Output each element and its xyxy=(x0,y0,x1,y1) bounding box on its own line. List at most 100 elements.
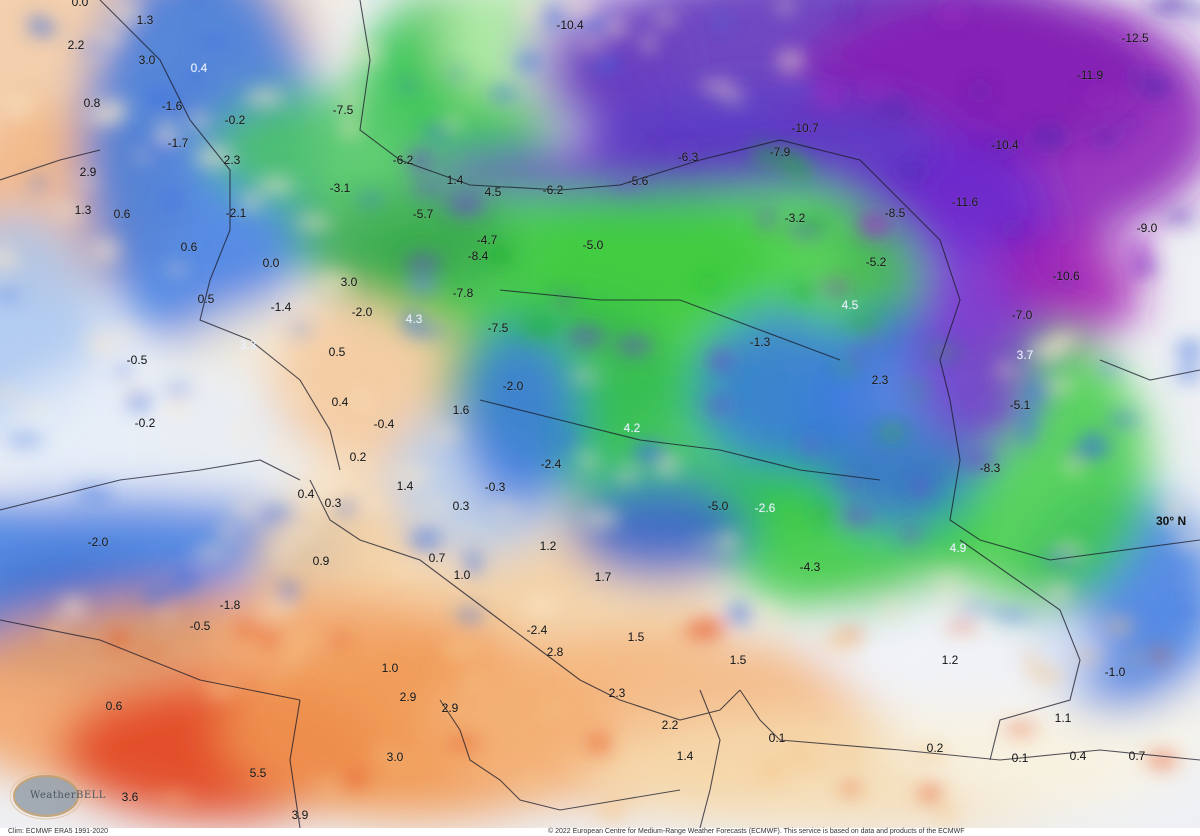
anomaly-value-label: -1.8 xyxy=(219,598,241,612)
anomaly-value-label: -2.0 xyxy=(351,305,373,319)
anomaly-value-label: -1.0 xyxy=(1104,665,1126,679)
anomaly-value-label: 1.2 xyxy=(539,539,557,553)
boundary-line xyxy=(439,699,681,811)
anomaly-value-label: 0.4 xyxy=(297,487,315,501)
anomaly-value-label: 0.4 xyxy=(190,61,208,75)
anomaly-region xyxy=(820,590,1100,710)
boundary-line xyxy=(739,689,1200,761)
anomaly-value-label: 1.4 xyxy=(396,479,414,493)
anomaly-value-label: 0.0 xyxy=(262,256,280,270)
anomaly-region xyxy=(920,270,1040,450)
anomaly-value-label: 0.7 xyxy=(428,551,446,565)
anomaly-value-label: -0.5 xyxy=(189,619,211,633)
boundary-line xyxy=(0,149,101,181)
anomaly-value-label: -2.0 xyxy=(502,379,524,393)
anomaly-value-label: -1.4 xyxy=(270,300,292,314)
anomaly-value-label: 1.0 xyxy=(453,568,471,582)
anomaly-value-label: 0.3 xyxy=(452,499,470,513)
anomaly-value-label: -4.7 xyxy=(476,233,498,247)
anomaly-value-label: -2.0 xyxy=(87,535,109,549)
anomaly-value-label: 0.9 xyxy=(312,554,330,568)
anomaly-value-label: -3.2 xyxy=(784,211,806,225)
anomaly-value-label: -10.4 xyxy=(556,18,584,32)
anomaly-value-label: -1.6 xyxy=(161,99,183,113)
anomaly-value-label: -9.0 xyxy=(1136,221,1158,235)
anomaly-value-label: 5.5 xyxy=(249,766,267,780)
anomaly-value-label: 1.5 xyxy=(729,653,747,667)
anomaly-value-label: -5.6 xyxy=(627,174,649,188)
anomaly-value-label: -2.4 xyxy=(526,623,548,637)
anomaly-value-label: 3.0 xyxy=(386,750,404,764)
anomaly-value-label: -0.5 xyxy=(126,353,148,367)
anomaly-value-label: 1.4 xyxy=(676,749,694,763)
anomaly-region xyxy=(460,330,580,510)
anomaly-value-label: 0.7 xyxy=(1128,749,1146,763)
anomaly-value-label: 0.0 xyxy=(71,0,89,9)
anomaly-value-label: 2.9 xyxy=(79,165,97,179)
anomaly-value-label: 1.3 xyxy=(136,13,154,27)
anomaly-region xyxy=(420,145,820,195)
anomaly-value-label: 3.0 xyxy=(138,53,156,67)
anomaly-value-label: -1.3 xyxy=(749,335,771,349)
anomaly-value-label: -10.7 xyxy=(791,121,819,135)
anomaly-value-label: 0.6 xyxy=(105,699,123,713)
anomaly-value-label: -7.9 xyxy=(769,145,791,159)
anomaly-value-label: 2.9 xyxy=(441,701,459,715)
anomaly-value-label: -10.6 xyxy=(1052,269,1080,283)
boundary-line xyxy=(309,479,741,721)
anomaly-value-label: 2.9 xyxy=(399,690,417,704)
anomaly-value-label: 0.1 xyxy=(768,731,786,745)
anomaly-value-label: 0.8 xyxy=(83,96,101,110)
boundary-line xyxy=(289,699,301,828)
anomaly-value-label: 1.2 xyxy=(941,653,959,667)
anomaly-value-label: -0.3 xyxy=(484,480,506,494)
anomaly-value-label: -6.2 xyxy=(392,153,414,167)
boundary-line xyxy=(499,289,841,361)
anomaly-region xyxy=(570,480,750,580)
anomaly-value-label: 2.2 xyxy=(67,38,85,52)
boundary-line xyxy=(1099,359,1200,381)
anomaly-value-label: -5.1 xyxy=(1009,398,1031,412)
anomaly-value-label: -5.7 xyxy=(412,207,434,221)
anomaly-value-label: 1.3 xyxy=(74,203,92,217)
anomaly-value-label: 0.6 xyxy=(113,207,131,221)
anomaly-value-label: 2.8 xyxy=(546,645,564,659)
anomaly-value-label: -7.5 xyxy=(487,321,509,335)
boundary-line xyxy=(0,619,301,701)
footer: Clim: ECMWF ERA5 1991-2020 © 2022 Europe… xyxy=(0,828,1200,836)
anomaly-value-label: 3.3 xyxy=(239,338,257,352)
anomaly-value-label: 0.3 xyxy=(324,496,342,510)
anomaly-value-label: 4.5 xyxy=(841,298,859,312)
anomaly-value-label: -6.3 xyxy=(677,150,699,164)
anomaly-value-label: 0.2 xyxy=(926,741,944,755)
anomaly-value-label: 3.0 xyxy=(340,275,358,289)
anomaly-value-label: 4.3 xyxy=(405,312,423,326)
anomaly-value-label: -12.5 xyxy=(1121,31,1149,45)
latitude-label: 30° N xyxy=(1156,514,1187,528)
anomaly-value-label: 1.1 xyxy=(1054,711,1072,725)
anomaly-value-label: -2.6 xyxy=(754,501,776,515)
boundary-line xyxy=(0,459,301,511)
anomaly-value-label: 1.0 xyxy=(381,661,399,675)
anomaly-value-label: 1.4 xyxy=(446,173,464,187)
anomaly-value-label: -8.5 xyxy=(884,206,906,220)
anomaly-value-label: 4.9 xyxy=(949,541,967,555)
anomaly-value-label: -3.1 xyxy=(329,181,351,195)
anomaly-value-label: 3.9 xyxy=(291,808,309,822)
anomaly-value-label: 0.5 xyxy=(197,292,215,306)
anomaly-value-label: -7.5 xyxy=(332,103,354,117)
anomaly-value-label: 1.5 xyxy=(627,630,645,644)
anomaly-region xyxy=(80,0,320,350)
boundary-line xyxy=(699,689,721,828)
anomaly-value-label: 3.6 xyxy=(121,790,139,804)
anomaly-value-label: 4.5 xyxy=(484,185,502,199)
anomaly-value-label: -0.2 xyxy=(134,416,156,430)
anomaly-value-label: 0.2 xyxy=(349,450,367,464)
anomaly-value-label: 0.4 xyxy=(1069,749,1087,763)
anomaly-value-label: -5.0 xyxy=(582,238,604,252)
anomaly-value-label: 2.3 xyxy=(223,153,241,167)
anomaly-value-label: 1.6 xyxy=(452,403,470,417)
anomaly-value-label: 1.7 xyxy=(594,570,612,584)
